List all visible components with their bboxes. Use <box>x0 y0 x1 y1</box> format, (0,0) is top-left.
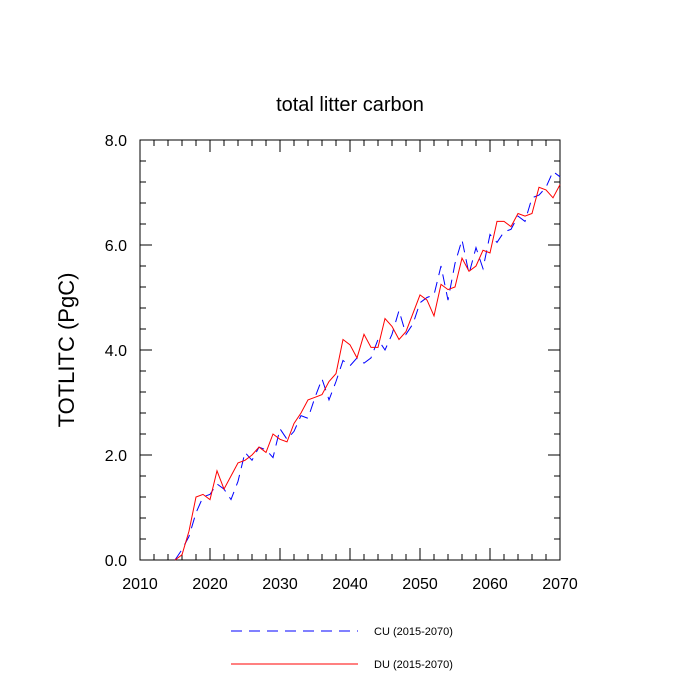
x-tick-label: 2030 <box>262 576 298 593</box>
legend: CU (2015-2070) DU (2015-2070) <box>231 626 453 671</box>
legend-label-1: CU (2015-2070) <box>374 626 453 638</box>
series-line-1 <box>174 170 561 561</box>
y-tick-label: 8.0 <box>105 133 127 150</box>
x-tick-label: 2050 <box>402 576 438 593</box>
series-lines <box>174 170 561 561</box>
y-tick-label: 6.0 <box>105 238 127 255</box>
y-tick-label: 0.0 <box>105 553 127 570</box>
series-line-2 <box>174 184 561 561</box>
chart-title: total litter carbon <box>276 94 424 116</box>
x-tick-label: 2010 <box>122 576 158 593</box>
y-tick-label: 2.0 <box>105 448 127 465</box>
x-tick-label: 2040 <box>332 576 368 593</box>
axis-ticks: 2010 2020 2030 2040 2050 2060 2070 0.0 2.0 4.0 6.0… <box>105 133 578 593</box>
x-tick-label: 2070 <box>542 576 578 593</box>
legend-label-2: DU (2015-2070) <box>374 659 453 671</box>
y-axis-label: TOTLITC (PgC) <box>54 273 79 428</box>
x-tick-label: 2060 <box>472 576 508 593</box>
y-tick-label: 4.0 <box>105 343 127 360</box>
x-tick-label: 2020 <box>192 576 228 593</box>
